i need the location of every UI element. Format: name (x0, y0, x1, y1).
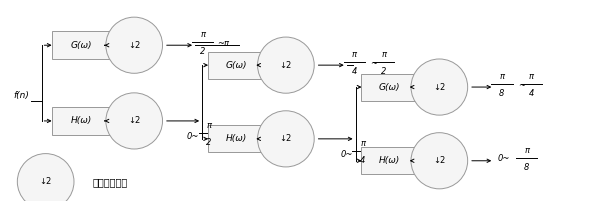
Text: π: π (524, 146, 529, 155)
Text: H(ω): H(ω) (379, 156, 400, 165)
FancyBboxPatch shape (208, 125, 264, 152)
Ellipse shape (106, 93, 162, 149)
Text: ~: ~ (518, 81, 525, 89)
Ellipse shape (257, 111, 314, 167)
Text: 2: 2 (206, 138, 212, 147)
Text: ↓2: ↓2 (280, 134, 292, 143)
Text: ↓2: ↓2 (40, 177, 52, 186)
Text: G(ω): G(ω) (71, 41, 92, 50)
Text: ↓2: ↓2 (433, 83, 445, 92)
Text: π: π (529, 72, 534, 81)
Text: G(ω): G(ω) (225, 61, 247, 70)
FancyBboxPatch shape (361, 147, 417, 174)
Text: 4: 4 (529, 89, 534, 98)
Text: ↓2: ↓2 (433, 156, 445, 165)
Text: 0~: 0~ (497, 154, 509, 163)
FancyBboxPatch shape (52, 107, 110, 135)
Text: π: π (206, 121, 212, 130)
Text: ↓2: ↓2 (128, 116, 141, 125)
Ellipse shape (106, 17, 162, 73)
Text: π: π (200, 30, 205, 39)
Ellipse shape (17, 154, 74, 202)
Text: 0~: 0~ (340, 150, 353, 159)
Text: 2: 2 (200, 47, 205, 56)
Text: H(ω): H(ω) (225, 134, 247, 143)
Ellipse shape (257, 37, 314, 93)
Text: 4: 4 (360, 156, 365, 165)
Text: π: π (352, 50, 357, 59)
Text: ↓2: ↓2 (280, 61, 292, 70)
Text: ~: ~ (370, 59, 377, 68)
Text: G(ω): G(ω) (379, 83, 400, 92)
Text: ：二抽取采样: ：二抽取采样 (93, 177, 128, 187)
Ellipse shape (411, 133, 468, 189)
Text: 8: 8 (524, 163, 530, 172)
FancyBboxPatch shape (208, 52, 264, 79)
Text: ~π: ~π (218, 39, 229, 48)
Text: 4: 4 (352, 67, 357, 76)
Text: H(ω): H(ω) (71, 116, 92, 125)
Text: π: π (381, 50, 387, 59)
Text: π: π (360, 139, 365, 148)
Ellipse shape (411, 59, 468, 115)
Text: 0~: 0~ (187, 132, 199, 141)
Text: ↓2: ↓2 (128, 41, 141, 50)
Text: 8: 8 (499, 89, 505, 98)
Text: π: π (499, 72, 505, 81)
Text: f(n): f(n) (13, 90, 29, 100)
FancyBboxPatch shape (361, 74, 417, 101)
Text: 2: 2 (381, 67, 387, 76)
FancyBboxPatch shape (52, 31, 110, 59)
